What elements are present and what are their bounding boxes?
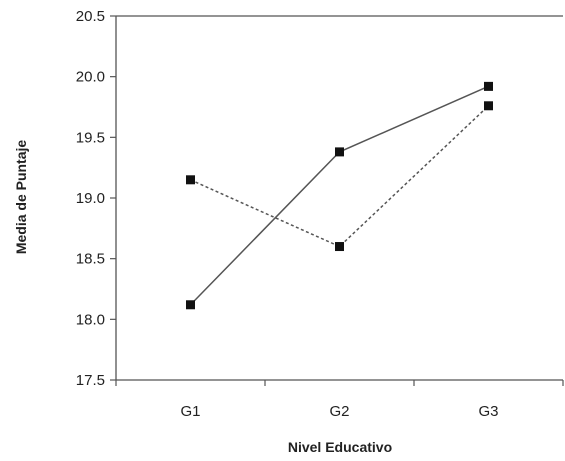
y-tick-label: 20.5 [76,8,105,25]
series-line-2 [190,105,490,248]
series-2-point [335,242,344,252]
y-tick-label: 18.5 [76,251,105,268]
series-1-point [335,147,344,157]
series-2-point [484,101,493,111]
x-tick-label: G1 [180,403,200,420]
y-axis-title: Media de Puntaje [13,140,29,255]
x-axis-title: Nivel Educativo [288,439,392,455]
y-tick-label: 17.5 [76,372,105,389]
series-2-point [186,175,195,185]
x-tick-label: G3 [478,403,498,420]
y-tick-label: 18.0 [76,311,105,328]
series-1-point [186,300,195,310]
x-tick-label: G2 [329,403,349,420]
y-tick-label: 19.0 [76,190,105,207]
series-line-1 [189,85,489,306]
y-tick-label: 19.5 [76,129,105,146]
series-1-point [484,81,493,91]
y-tick-label: 20.0 [76,69,105,86]
